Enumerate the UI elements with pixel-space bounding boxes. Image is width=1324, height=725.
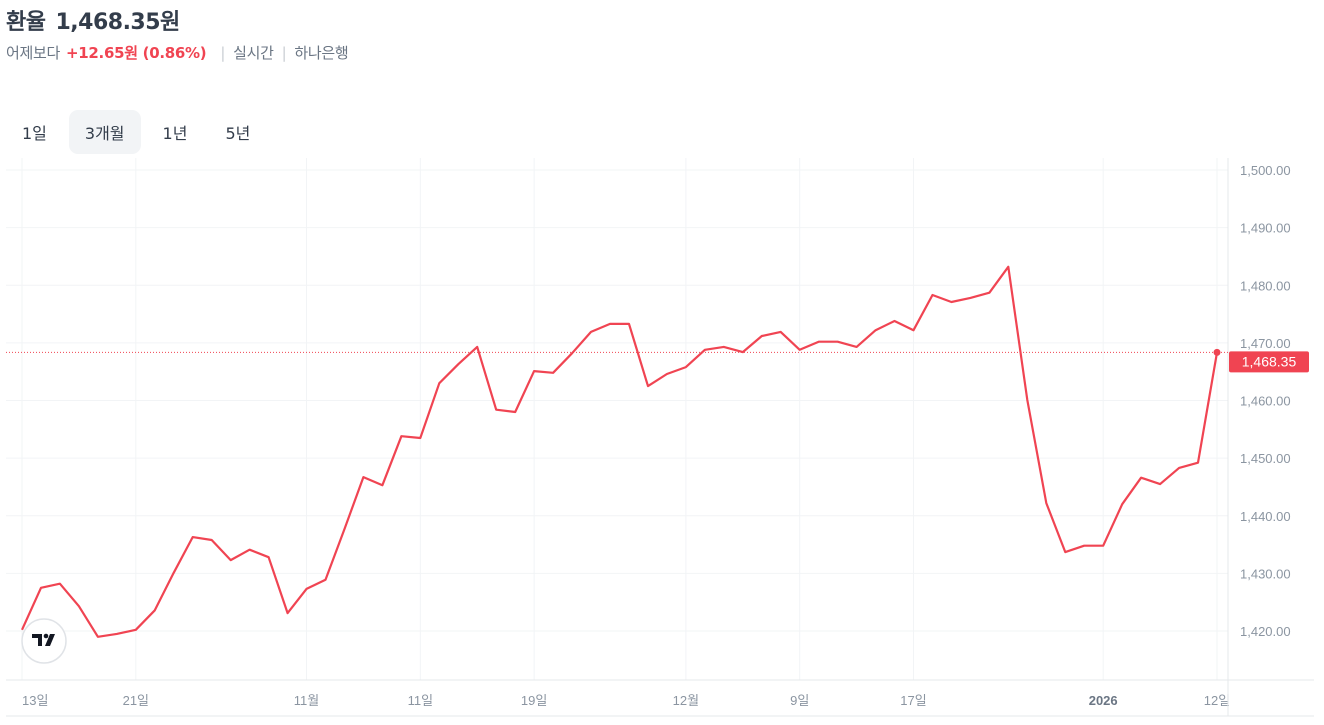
x-tick-label: 9일 [790,693,809,708]
realtime-label: 실시간 [233,44,274,62]
logo-circle [21,618,67,664]
period-tabs: 1일 3개월 1년 5년 [6,110,266,154]
y-tick-label: 1,420.00 [1240,624,1291,639]
x-tick-label: 2026 [1089,693,1118,708]
tab-3-months[interactable]: 3개월 [68,110,141,154]
change-summary: 어제보다 +12.65원 (0.86%) | 실시간 | 하나은행 [6,42,349,63]
y-tick-label: 1,440.00 [1240,509,1291,524]
x-tick-label: 21일 [123,693,149,708]
price-change: +12.65원 (0.86%) [66,44,207,62]
x-tick-label: 17일 [900,693,926,708]
last-price-dot [1213,348,1221,356]
divider: | [220,44,226,62]
x-tick-label: 11월 [294,693,319,708]
logo-mark [32,634,55,646]
x-tick-label: 19일 [521,693,547,708]
logo-dot [43,633,49,639]
y-tick-label: 1,490.00 [1240,221,1291,236]
x-tick-label: 12일 [1204,693,1230,708]
tradingview-logo-icon [21,618,67,664]
page-title: 환율 1,468.35원 [6,4,190,36]
x-tick-label: 12월 [673,693,699,708]
tab-5-years[interactable]: 5년 [225,124,251,143]
x-tick-label: 11일 [408,693,433,708]
title-label: 환율 [6,10,46,35]
current-price-label: 1,468.35 [1242,353,1297,369]
current-price: 1,468.35원 [55,10,180,35]
source-label: 하나은행 [294,44,349,62]
y-tick-label: 1,480.00 [1240,278,1291,293]
compare-label: 어제보다 [6,44,61,62]
y-tick-label: 1,500.00 [1240,163,1291,178]
y-tick-label: 1,430.00 [1240,566,1291,581]
y-tick-label: 1,450.00 [1240,451,1291,466]
y-tick-label: 1,470.00 [1240,336,1291,351]
divider: | [281,44,287,62]
current-price-badge [1229,351,1309,373]
y-tick-label: 1,460.00 [1240,394,1291,409]
price-line [20,265,1219,638]
x-tick-label: 13일 [22,693,48,708]
tab-1-day[interactable]: 1일 [22,124,47,143]
tab-1-year[interactable]: 1년 [162,124,188,143]
